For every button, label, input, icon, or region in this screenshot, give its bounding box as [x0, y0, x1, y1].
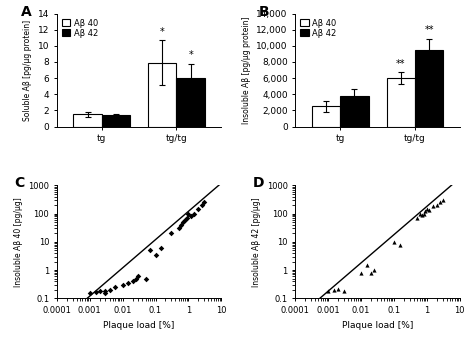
Point	[340, 288, 348, 294]
Point	[191, 211, 198, 216]
Bar	[176, 78, 205, 126]
Point	[182, 217, 189, 222]
Point	[167, 231, 175, 236]
Point	[132, 276, 139, 281]
Point	[416, 211, 423, 216]
Legend: Aβ 40, Aβ 42: Aβ 40, Aβ 42	[300, 18, 337, 39]
Point	[183, 215, 191, 221]
Point	[426, 208, 433, 213]
Point	[396, 242, 403, 247]
Point	[334, 286, 342, 291]
Point	[324, 288, 332, 294]
Text: A: A	[21, 4, 31, 19]
X-axis label: Plaque load [%]: Plaque load [%]	[103, 320, 175, 330]
Text: *: *	[188, 50, 193, 60]
X-axis label: Plaque load [%]: Plaque load [%]	[342, 320, 413, 330]
Point	[194, 206, 202, 211]
Point	[187, 214, 195, 219]
Text: **: **	[424, 25, 434, 35]
Point	[101, 290, 109, 295]
Y-axis label: Insoluble Aβ 40 [pg/μg]: Insoluble Aβ 40 [pg/μg]	[14, 197, 23, 287]
Legend: Aβ 40, Aβ 42: Aβ 40, Aβ 42	[61, 18, 99, 39]
Bar	[73, 115, 102, 126]
Point	[146, 247, 154, 253]
Bar	[312, 106, 340, 126]
Point	[357, 270, 365, 276]
Point	[418, 212, 426, 218]
Point	[177, 222, 185, 227]
Point	[175, 226, 182, 231]
Text: B: B	[259, 4, 270, 19]
Point	[86, 291, 93, 296]
Point	[390, 239, 398, 244]
Point	[106, 287, 113, 293]
Point	[420, 211, 428, 216]
Point	[142, 276, 149, 281]
Point	[201, 200, 208, 205]
Point	[125, 280, 132, 286]
Point	[129, 279, 137, 284]
Bar	[415, 50, 443, 126]
Point	[439, 197, 447, 203]
Point	[436, 200, 444, 205]
Y-axis label: Insoluble Aβ [pg/μg protein]: Insoluble Aβ [pg/μg protein]	[242, 16, 251, 124]
Point	[92, 289, 100, 295]
Point	[330, 287, 338, 293]
Point	[370, 267, 378, 273]
Point	[157, 245, 165, 251]
Point	[101, 288, 109, 294]
Point	[111, 284, 119, 290]
Y-axis label: Insoluble Aβ 42 [pg/μg]: Insoluble Aβ 42 [pg/μg]	[252, 197, 261, 287]
Bar	[148, 63, 176, 126]
Point	[421, 208, 429, 214]
Point	[96, 288, 103, 294]
Text: D: D	[253, 176, 264, 190]
Point	[119, 282, 127, 287]
Point	[180, 219, 187, 225]
Point	[152, 252, 159, 257]
Point	[198, 202, 205, 208]
Bar	[386, 78, 415, 126]
Bar	[340, 96, 369, 126]
Point	[413, 215, 421, 221]
Text: C: C	[14, 176, 24, 190]
Point	[423, 206, 431, 211]
Point	[433, 202, 441, 208]
Text: **: **	[396, 59, 405, 69]
Bar	[102, 115, 130, 126]
Point	[429, 204, 437, 209]
Point	[185, 211, 192, 216]
Y-axis label: Soluble Aβ [pg/μg protein]: Soluble Aβ [pg/μg protein]	[23, 20, 32, 121]
Point	[135, 274, 142, 279]
Point	[363, 262, 371, 268]
Text: *: *	[160, 27, 164, 37]
Point	[367, 270, 375, 276]
